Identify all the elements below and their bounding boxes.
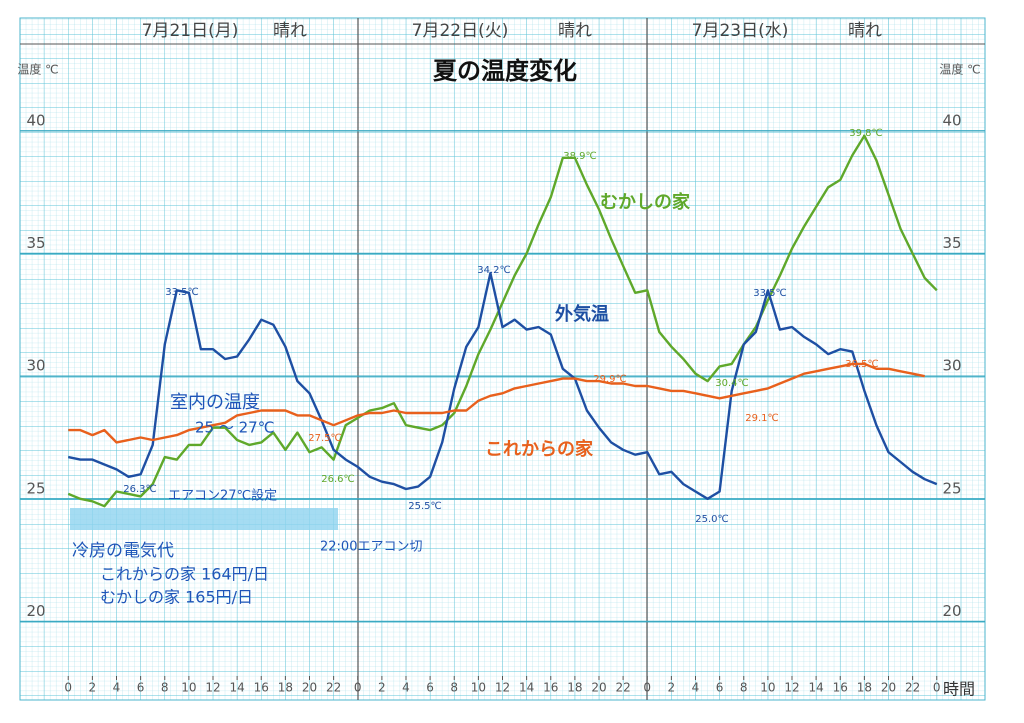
x-tick-label: 4 xyxy=(402,681,410,695)
x-tick-label: 2 xyxy=(668,681,676,695)
point-label: 39.8℃ xyxy=(849,128,883,139)
y-tick-label-right: 20 xyxy=(942,602,961,620)
annotation: 22:00エアコン切 xyxy=(320,540,422,555)
y-tick-label-right: 35 xyxy=(942,234,961,252)
y-tick-label-right: 40 xyxy=(942,111,961,129)
annotation: 25 〜 27℃ xyxy=(195,419,275,437)
y-tick-label: 30 xyxy=(26,357,45,375)
day-weather: 晴れ xyxy=(273,21,307,41)
annotation: 冷房の電気代 xyxy=(72,541,174,561)
x-tick-label: 6 xyxy=(426,681,434,695)
series-line xyxy=(68,271,938,500)
point-label: 33.5℃ xyxy=(165,287,199,298)
point-label: 29.1℃ xyxy=(745,413,779,424)
x-tick-label: 18 xyxy=(857,681,872,695)
day-date: 7月22日(火) xyxy=(412,21,509,41)
x-tick-label: 16 xyxy=(254,681,269,695)
series-label: むかしの家 xyxy=(600,191,691,213)
point-label: 25.5℃ xyxy=(408,501,442,512)
aircon-band xyxy=(70,508,338,530)
day-date: 7月21日(月) xyxy=(142,21,239,41)
x-tick-label: 0 xyxy=(933,681,941,695)
point-label: 34.2℃ xyxy=(477,265,511,276)
x-tick-label: 16 xyxy=(543,681,558,695)
y-tick-label-right: 30 xyxy=(942,357,961,375)
series-line xyxy=(67,134,938,508)
graph-paper-major xyxy=(19,17,986,701)
x-tick-label: 8 xyxy=(161,681,169,695)
x-tick-label: 0 xyxy=(643,681,651,695)
day-weather: 晴れ xyxy=(558,21,592,41)
x-tick-label: 10 xyxy=(760,681,775,695)
x-tick-label: 8 xyxy=(450,681,458,695)
x-tick-label: 4 xyxy=(113,681,121,695)
point-label: 26.6℃ xyxy=(321,474,355,485)
annotation: むかしの家 165円/日 xyxy=(100,588,253,607)
x-tick-label: 8 xyxy=(740,681,748,695)
x-tick-label: 6 xyxy=(716,681,724,695)
point-label: 29.9℃ xyxy=(593,374,627,385)
x-tick-label: 2 xyxy=(89,681,97,695)
x-tick-label: 14 xyxy=(519,681,534,695)
y-axis-label-right: 温度 ℃ xyxy=(939,62,980,77)
x-tick-label: 14 xyxy=(229,681,244,695)
point-label: 27.5℃ xyxy=(308,433,342,444)
x-tick-label: 20 xyxy=(591,681,606,695)
point-label: 30.5℃ xyxy=(845,359,879,370)
y-tick-label: 40 xyxy=(26,111,45,129)
y-tick-label-right: 25 xyxy=(942,479,961,497)
x-tick-label: 16 xyxy=(833,681,848,695)
annotation: 室内の温度 xyxy=(170,392,260,413)
y-tick-label: 20 xyxy=(26,602,45,620)
x-tick-label: 4 xyxy=(692,681,700,695)
point-label: 30.4℃ xyxy=(715,378,749,389)
x-tick-label: 2 xyxy=(378,681,386,695)
x-tick-label: 0 xyxy=(354,681,362,695)
x-tick-label: 6 xyxy=(137,681,145,695)
x-axis-label: 時間 xyxy=(943,680,975,699)
y-axis-label: 温度 ℃ xyxy=(17,62,58,77)
x-tick-label: 22 xyxy=(905,681,920,695)
x-tick-label: 12 xyxy=(205,681,220,695)
x-tick-label: 20 xyxy=(881,681,896,695)
point-label: 38.9℃ xyxy=(563,151,597,162)
x-tick-label: 12 xyxy=(495,681,510,695)
y-tick-label: 35 xyxy=(26,234,45,252)
point-label: 26.3℃ xyxy=(123,484,157,495)
x-tick-label: 10 xyxy=(181,681,196,695)
series-label: これからの家 xyxy=(485,438,594,460)
y-tick-label: 25 xyxy=(26,479,45,497)
x-tick-label: 12 xyxy=(784,681,799,695)
annotation: これからの家 164円/日 xyxy=(100,565,269,584)
x-tick-label: 14 xyxy=(808,681,823,695)
point-label: 25.0℃ xyxy=(695,514,729,525)
day-date: 7月23日(水) xyxy=(692,21,789,41)
x-tick-label: 22 xyxy=(615,681,630,695)
x-tick-label: 0 xyxy=(64,681,72,695)
x-tick-label: 10 xyxy=(471,681,486,695)
x-tick-label: 18 xyxy=(567,681,582,695)
annotation: エアコン27℃設定 xyxy=(168,488,277,504)
x-tick-label: 20 xyxy=(302,681,317,695)
chart-title: 夏の温度変化 xyxy=(433,57,577,85)
point-label: 33.5℃ xyxy=(753,288,787,299)
series-line xyxy=(68,362,925,444)
x-tick-label: 22 xyxy=(326,681,341,695)
series-label: 外気温 xyxy=(555,303,609,325)
day-weather: 晴れ xyxy=(848,21,882,41)
x-tick-label: 18 xyxy=(278,681,293,695)
